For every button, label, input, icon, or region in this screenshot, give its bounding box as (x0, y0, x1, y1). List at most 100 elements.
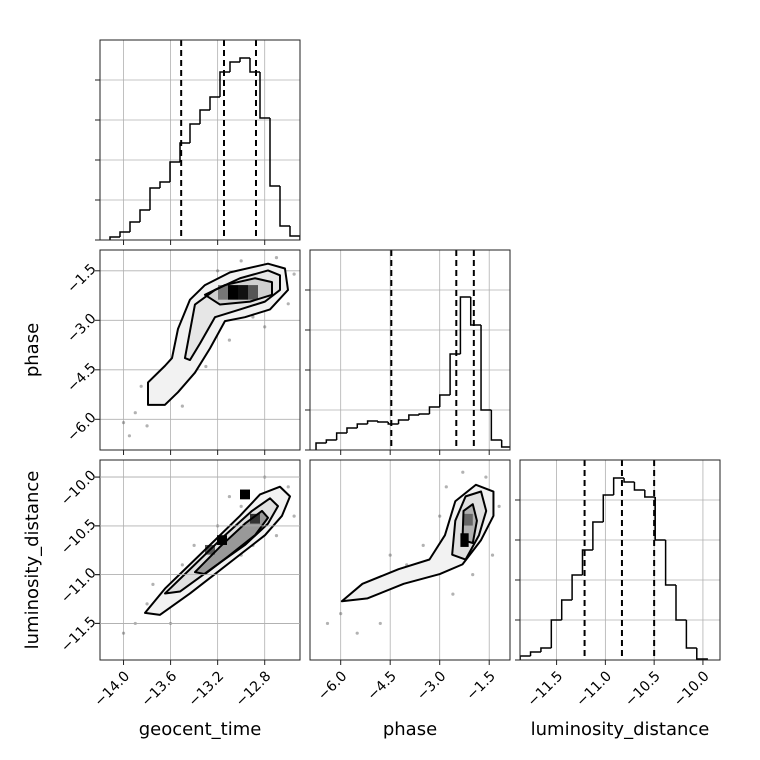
histogram-step (346, 427, 358, 433)
histogram-step (418, 413, 430, 415)
sample-point (339, 612, 343, 616)
histogram-step (612, 477, 625, 495)
density-cell (240, 489, 250, 500)
sample-point (145, 424, 149, 428)
histogram-step (500, 440, 510, 448)
histogram-step (229, 61, 240, 72)
sample-point (180, 563, 184, 567)
histogram-step (119, 231, 130, 237)
sample-point (145, 602, 149, 606)
histogram-step (428, 406, 440, 414)
sample-point (251, 315, 255, 319)
histogram-step (397, 419, 409, 424)
axes-frame (519, 459, 721, 661)
axes-frame (309, 459, 511, 661)
histogram-step (325, 439, 337, 443)
sample-point (180, 404, 184, 408)
histogram-step (633, 482, 645, 491)
histogram-step (644, 490, 656, 498)
histogram-step (356, 423, 368, 428)
sample-point (451, 592, 455, 596)
contour-line (147, 262, 289, 406)
axes-frame (309, 249, 511, 451)
histogram-step (259, 72, 270, 119)
sample-point (378, 621, 382, 626)
histogram-step (335, 432, 347, 440)
histogram-step (664, 540, 676, 586)
density-panel (325, 470, 501, 635)
density-cell (218, 285, 228, 300)
contour-line (461, 503, 478, 545)
sample-point (497, 504, 501, 508)
histogram-step (459, 296, 471, 354)
histogram-step (189, 123, 200, 143)
contour-line (194, 509, 269, 576)
histogram-step (602, 494, 614, 522)
sample-point (355, 631, 359, 635)
sample-point (121, 631, 126, 635)
axes-frame (99, 249, 301, 451)
contour-line (203, 277, 273, 306)
sample-point (121, 421, 126, 425)
sample-point (204, 364, 208, 369)
histogram-step (169, 161, 180, 182)
density-cell (462, 513, 473, 526)
sample-point (388, 553, 392, 557)
sample-point (263, 325, 267, 329)
sample-point (286, 302, 290, 306)
histogram-step (179, 142, 190, 162)
density-panel (121, 475, 296, 635)
density-cell (250, 513, 260, 524)
histogram-step (529, 651, 541, 656)
histogram-step (387, 422, 399, 425)
histogram-step (377, 421, 389, 423)
histogram-step (654, 497, 666, 541)
y-axis-label: phase (22, 323, 43, 377)
contour-line (144, 485, 291, 616)
density-cell (217, 535, 227, 545)
sample-point (490, 553, 495, 557)
x-axis-label: phase (383, 719, 437, 740)
histogram-step (159, 181, 170, 188)
histogram-step (279, 186, 290, 227)
sample-point (444, 485, 448, 489)
histogram-step (685, 620, 697, 649)
contour-line (340, 483, 495, 603)
contour-fill (195, 510, 268, 575)
sample-point (292, 514, 296, 518)
sample-point (274, 255, 279, 260)
histogram (520, 477, 708, 660)
histogram-step (199, 109, 210, 124)
histogram-step (366, 420, 378, 424)
histogram-step (560, 599, 573, 620)
histogram-step (571, 574, 583, 600)
histogram-step (149, 187, 160, 210)
sample-point (471, 573, 475, 577)
density-cell (238, 285, 248, 300)
sample-point (227, 338, 232, 342)
sample-point (227, 494, 232, 499)
axes-frame (99, 39, 301, 241)
histogram-step (109, 236, 120, 240)
sample-point (133, 411, 137, 415)
histogram-step (540, 647, 552, 652)
sample-point (438, 514, 442, 518)
histogram-step (239, 57, 250, 62)
histogram-step (269, 118, 280, 187)
sample-point (292, 272, 296, 276)
contour-fill (341, 484, 494, 602)
histogram-step (289, 226, 300, 240)
sample-point (127, 434, 132, 438)
histogram-step (480, 325, 492, 411)
x-axis-label: geocent_time (139, 719, 262, 740)
contour-line (451, 490, 488, 561)
histogram-step (408, 414, 420, 420)
sample-point (286, 485, 290, 489)
histogram-step (139, 209, 150, 222)
sample-point (139, 384, 143, 388)
sample-point (216, 269, 220, 273)
sample-point (421, 543, 425, 547)
x-axis-label: luminosity_distance (531, 719, 710, 740)
